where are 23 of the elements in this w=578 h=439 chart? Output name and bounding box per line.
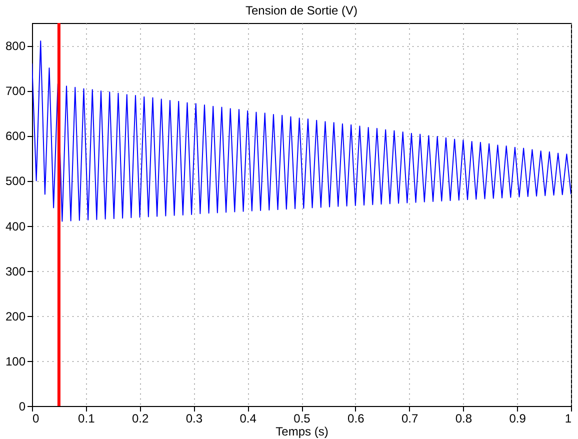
y-tick-label: 300 (5, 264, 26, 278)
x-tick-label: 0.4 (240, 412, 257, 426)
x-axis-title: Temps (s) (276, 424, 328, 438)
y-tick-label: 700 (5, 84, 26, 98)
x-tick-label: 0.9 (509, 412, 526, 426)
chart-title: Tension de Sortie (V) (245, 4, 358, 18)
x-tick-label: 0.1 (78, 412, 96, 426)
x-tick-label: 0.6 (348, 412, 365, 426)
x-tick-label: 0.8 (455, 412, 472, 426)
y-tick-label: 200 (5, 309, 26, 324)
x-tick-label: 0.5 (294, 412, 311, 426)
y-tick-label: 600 (5, 129, 26, 144)
y-tick-label: 100 (5, 354, 26, 368)
y-tick-label: 500 (5, 174, 26, 188)
x-tick-label: 0 (32, 412, 40, 426)
x-tick-label: 0.2 (132, 412, 149, 426)
y-tick-label: 400 (5, 219, 26, 234)
y-tick-label: 800 (5, 39, 26, 54)
line-series (32, 40, 571, 222)
x-tick-label: 1 (564, 412, 572, 426)
y-tick-label: 0 (18, 400, 26, 414)
x-tick-label: 0.3 (186, 412, 203, 426)
x-tick-label: 0.7 (401, 412, 418, 426)
